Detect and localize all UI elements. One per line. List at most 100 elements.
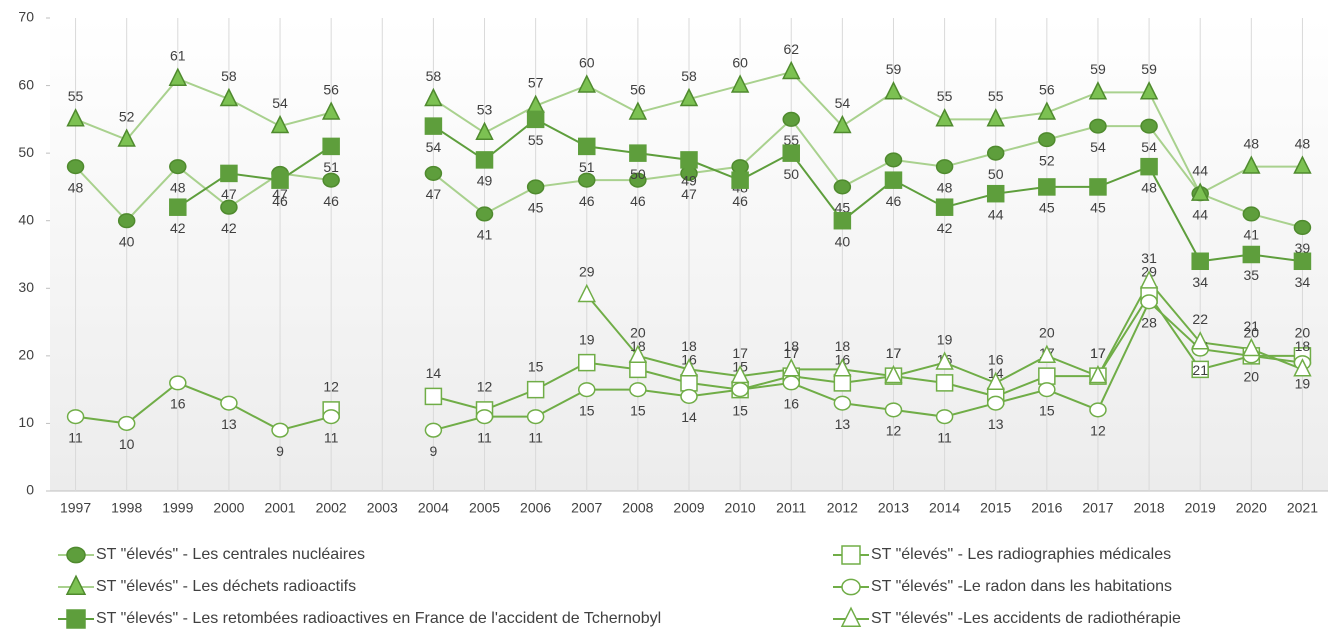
x-tick-label: 2008 (622, 500, 653, 516)
marker (680, 151, 698, 169)
marker (986, 184, 1005, 203)
marker (986, 371, 1005, 391)
marker (679, 87, 699, 107)
data-label: 17 (732, 345, 748, 361)
data-label: 11 (937, 429, 952, 445)
data-label: 46 (272, 193, 288, 209)
marker (322, 409, 340, 425)
marker (475, 409, 494, 425)
x-tick-label: 2013 (878, 500, 909, 516)
data-label: 41 (1244, 227, 1260, 243)
data-label: 47 (221, 186, 237, 202)
marker (884, 364, 903, 384)
data-label: 15 (1039, 402, 1055, 418)
data-label: 17 (783, 345, 799, 361)
marker (629, 360, 647, 379)
data-label: 19 (1295, 375, 1311, 391)
data-label: 48 (937, 179, 953, 195)
marker (1139, 81, 1159, 100)
marker (1293, 219, 1312, 236)
data-label: 53 (477, 102, 493, 118)
marker (986, 145, 1005, 161)
x-tick-label: 2009 (673, 500, 704, 516)
data-label: 54 (272, 95, 288, 111)
legend-label: ST "élevés" - Les radiographies médicale… (871, 546, 1171, 563)
data-label: 21 (1244, 318, 1260, 334)
marker (782, 375, 800, 391)
marker (220, 199, 238, 215)
marker (66, 609, 86, 629)
data-label: 40 (119, 233, 135, 249)
marker (424, 387, 443, 406)
marker (986, 108, 1005, 127)
marker (169, 198, 187, 216)
data-label: 60 (732, 54, 748, 70)
data-label: 48 (1295, 135, 1311, 151)
marker (1140, 294, 1158, 310)
data-label: 17 (1090, 345, 1106, 361)
data-label: 46 (630, 193, 646, 209)
x-tick-label: 2018 (1134, 500, 1165, 516)
data-label: 52 (119, 108, 135, 124)
marker (1140, 157, 1158, 176)
data-label: 35 (1244, 267, 1260, 283)
marker (1293, 358, 1312, 377)
data-label: 20 (1039, 325, 1055, 341)
marker (833, 374, 852, 392)
data-label: 20 (1244, 369, 1260, 385)
marker (271, 422, 289, 438)
data-label: 47 (681, 186, 697, 202)
marker (1293, 155, 1312, 174)
data-label: 50 (988, 166, 1004, 182)
marker (1140, 118, 1158, 134)
marker (629, 382, 647, 398)
data-label: 48 (68, 179, 84, 195)
marker (577, 74, 596, 93)
data-label: 54 (1141, 139, 1157, 155)
marker (986, 395, 1005, 411)
data-label: 21 (1192, 362, 1208, 378)
data-label: 42 (170, 220, 186, 236)
data-label: 59 (1141, 61, 1157, 77)
y-tick-label: 30 (18, 279, 34, 295)
marker (884, 402, 903, 418)
data-label: 42 (221, 220, 237, 236)
marker (1242, 206, 1261, 222)
data-label: 10 (119, 436, 135, 452)
data-label: 55 (937, 88, 953, 104)
marker (66, 409, 85, 425)
marker (168, 67, 188, 86)
data-label: 48 (170, 179, 186, 195)
marker (66, 159, 85, 175)
marker (66, 108, 85, 127)
marker (577, 283, 596, 303)
y-tick-label: 70 (18, 9, 34, 25)
data-label: 13 (221, 416, 237, 432)
data-label: 62 (783, 41, 799, 57)
marker (1242, 337, 1261, 357)
marker (1038, 132, 1056, 148)
marker (219, 87, 239, 107)
data-label: 40 (835, 233, 851, 249)
data-label: 48 (1141, 179, 1157, 195)
marker (424, 87, 443, 107)
marker (220, 395, 238, 411)
data-label: 16 (170, 396, 186, 412)
marker (321, 101, 341, 120)
data-label: 51 (579, 159, 595, 175)
data-label: 48 (1244, 135, 1260, 151)
marker (220, 164, 238, 183)
x-tick-label: 2006 (520, 500, 551, 516)
data-label: 31 (1141, 250, 1157, 266)
data-label: 56 (630, 81, 646, 97)
marker (169, 375, 187, 391)
data-label: 29 (579, 264, 595, 280)
marker (475, 206, 494, 222)
x-tick-label: 2021 (1287, 500, 1318, 516)
data-label: 20 (1244, 325, 1260, 341)
marker (1190, 182, 1210, 201)
data-label: 58 (681, 68, 697, 84)
data-label: 56 (323, 81, 339, 97)
y-tick-label: 60 (18, 76, 34, 92)
